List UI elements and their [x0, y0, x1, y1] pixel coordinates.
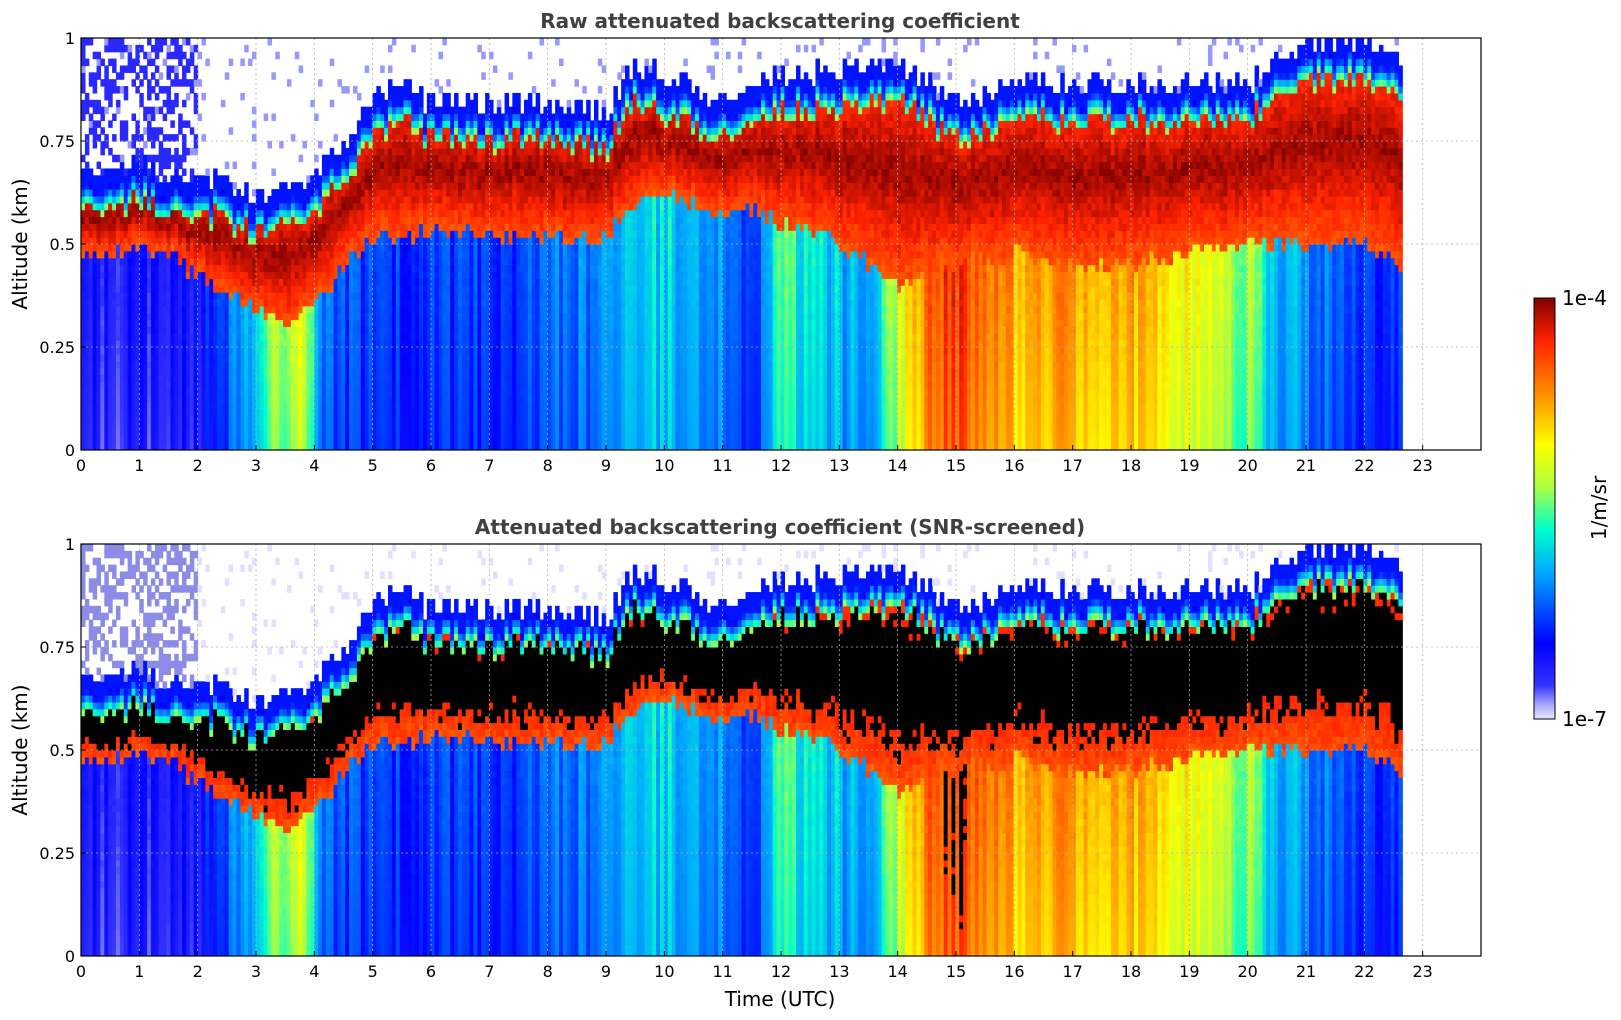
y-axis-label-raw: Altitude (km)	[8, 178, 32, 309]
x-tick-label: 0	[76, 456, 86, 475]
y-axis-label-screened: Altitude (km)	[8, 684, 32, 815]
y-tick-label: 0.75	[39, 132, 75, 151]
x-tick-label: 11	[712, 456, 732, 475]
colorbar-unit-label: 1/m/sr	[1587, 475, 1611, 540]
x-tick-label: 16	[1004, 962, 1024, 981]
chart-title-raw: Raw attenuated backscattering coefficien…	[540, 9, 1020, 33]
x-tick-label: 7	[484, 962, 494, 981]
x-tick-label: 23	[1412, 962, 1432, 981]
x-tick-label: 0	[76, 962, 86, 981]
grid-raw	[81, 38, 1481, 450]
y-tick-label: 0.5	[50, 741, 75, 760]
y-tick-label: 0.25	[39, 338, 75, 357]
x-tick-label: 13	[829, 962, 849, 981]
x-tick-label: 14	[887, 456, 907, 475]
panel-raw: Raw attenuated backscattering coefficien…	[8, 9, 1482, 475]
x-tick-label: 15	[946, 962, 966, 981]
x-tick-label: 3	[251, 456, 261, 475]
x-axis-label: Time (UTC)	[724, 987, 836, 1011]
x-tick-label: 10	[654, 456, 674, 475]
y-tick-label: 0.25	[39, 844, 75, 863]
x-tick-label: 17	[1062, 456, 1082, 475]
heatmap-raw	[81, 38, 1403, 450]
x-tick-label: 17	[1062, 962, 1082, 981]
x-tick-label: 18	[1121, 962, 1141, 981]
x-tick-label: 4	[309, 456, 319, 475]
x-tick-label: 21	[1296, 962, 1316, 981]
x-tick-label: 9	[601, 456, 611, 475]
x-tick-label: 19	[1179, 962, 1199, 981]
x-tick-label: 8	[543, 962, 553, 981]
x-axis-raw: 0 1 2 3 4 5 6 7 8 9 10 11 12 13 14 15 16 17 18 19 20 21 22 23	[76, 445, 1433, 475]
x-tick-label: 1	[134, 962, 144, 981]
grid-screened	[81, 544, 1481, 956]
x-tick-label: 4	[309, 962, 319, 981]
x-tick-label: 3	[251, 962, 261, 981]
x-tick-label: 19	[1179, 456, 1199, 475]
x-tick-label: 8	[543, 456, 553, 475]
x-tick-label: 10	[654, 962, 674, 981]
x-tick-label: 20	[1237, 962, 1257, 981]
x-tick-label: 6	[426, 962, 436, 981]
y-tick-label: 0.5	[50, 235, 75, 254]
x-tick-label: 9	[601, 962, 611, 981]
x-tick-label: 12	[771, 456, 791, 475]
x-tick-label: 20	[1237, 456, 1257, 475]
x-tick-label: 7	[484, 456, 494, 475]
x-tick-label: 16	[1004, 456, 1024, 475]
y-tick-label: 0	[65, 947, 75, 966]
y-tick-label: 1	[65, 535, 75, 554]
x-tick-label: 5	[368, 456, 378, 475]
x-tick-label: 18	[1121, 456, 1141, 475]
y-axis-screened: 0 0.25 0.5 0.75 1	[39, 535, 86, 966]
x-tick-label: 23	[1412, 456, 1432, 475]
x-tick-label: 5	[368, 962, 378, 981]
heatmap-screened	[81, 544, 1403, 956]
panel-screened: Attenuated backscattering coefficient (S…	[8, 515, 1482, 1011]
x-tick-label: 13	[829, 456, 849, 475]
x-axis-screened: 0 1 2 3 4 5 6 7 8 9 10 11 12 13 14 15 16 17 18 19 20 21 22 23	[76, 951, 1433, 981]
x-tick-label: 12	[771, 962, 791, 981]
x-tick-label: 22	[1354, 962, 1374, 981]
colorbar-bottom-label: 1e-7	[1562, 707, 1607, 731]
x-tick-label: 14	[887, 962, 907, 981]
x-tick-label: 22	[1354, 456, 1374, 475]
x-tick-label: 6	[426, 456, 436, 475]
chart-title-screened: Attenuated backscattering coefficient (S…	[475, 515, 1085, 539]
x-tick-label: 2	[193, 962, 203, 981]
x-tick-label: 2	[193, 456, 203, 475]
x-tick-label: 11	[712, 962, 732, 981]
colorbar: 1e-4 1e-7 1/m/sr	[1533, 286, 1611, 731]
x-tick-label: 15	[946, 456, 966, 475]
x-tick-label: 1	[134, 456, 144, 475]
y-tick-label: 1	[65, 29, 75, 48]
colorbar-top-label: 1e-4	[1562, 286, 1607, 310]
colorbar-gradient	[1533, 297, 1556, 720]
y-tick-label: 0	[65, 441, 75, 460]
x-tick-label: 21	[1296, 456, 1316, 475]
y-axis-raw: 0 0.25 0.5 0.75 1	[39, 29, 86, 460]
y-tick-label: 0.75	[39, 638, 75, 657]
